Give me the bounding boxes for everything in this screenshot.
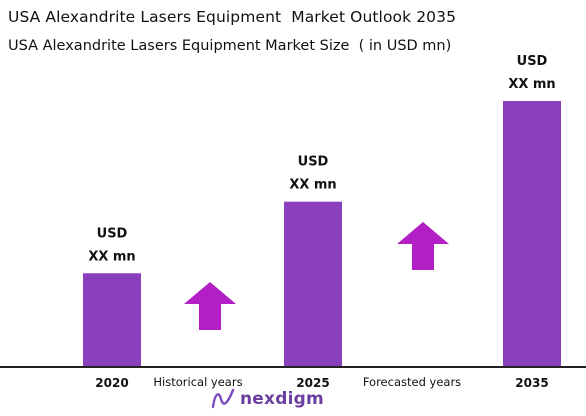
data-label-2035-line2: XX mn xyxy=(508,77,555,92)
data-label-2020-line2: XX mn xyxy=(88,249,135,264)
logo-text: nexdigm xyxy=(240,389,324,409)
chart-subtitle: USA Alexandrite Lasers Equipment Market … xyxy=(8,38,452,54)
bar-2025 xyxy=(284,201,342,366)
logo-mark-icon xyxy=(211,388,235,409)
x-tick-2035: 2035 xyxy=(515,376,548,390)
data-label-2025-line1: USD xyxy=(298,155,329,170)
growth-arrow-icon xyxy=(397,222,449,270)
x-tick-2025: 2025 xyxy=(296,376,329,390)
data-label-2025-line2: XX mn xyxy=(289,178,336,193)
growth-arrow-icon xyxy=(184,282,236,330)
period-label-2: Forecasted years xyxy=(363,375,461,389)
nexdigm-logo: nexdigm xyxy=(210,386,324,412)
period-label-1: Historical years xyxy=(153,375,242,389)
bar-2020 xyxy=(83,273,141,366)
data-label-2035-line1: USD xyxy=(517,54,548,69)
bar-2035 xyxy=(503,101,561,366)
x-tick-2020: 2020 xyxy=(95,376,128,390)
data-label-2020-line1: USD xyxy=(97,226,128,241)
chart-title: USA Alexandrite Lasers Equipment Market … xyxy=(8,8,457,26)
